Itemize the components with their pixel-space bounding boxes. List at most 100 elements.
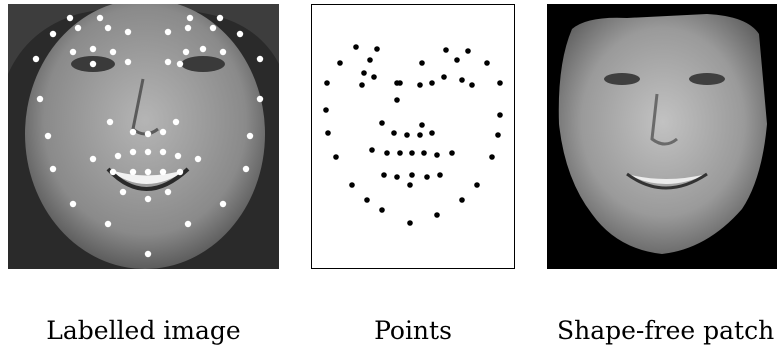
landmark-point (89, 155, 97, 163)
landmark-point (129, 128, 137, 136)
landmark-point (417, 82, 423, 88)
landmark-point (144, 168, 152, 176)
landmark-point (89, 45, 97, 53)
landmark-point (159, 148, 167, 156)
landmark-point (367, 57, 373, 63)
face-shape (25, 4, 265, 269)
landmark-point (407, 220, 413, 226)
landmark-points (323, 44, 503, 226)
points-panel (311, 4, 515, 269)
mouth (626, 172, 708, 190)
landmark-point (469, 82, 475, 88)
landmark-point (364, 197, 370, 203)
landmark-point (104, 220, 112, 228)
landmark-point (236, 30, 244, 38)
landmark-point (66, 14, 74, 22)
landmark-point (459, 77, 465, 83)
landmark-point (164, 188, 172, 196)
landmark-point (184, 220, 192, 228)
landmark-point (489, 154, 495, 160)
caption-labelled-image: Labelled image (46, 316, 241, 345)
landmark-point (256, 95, 264, 103)
left-eye (604, 73, 640, 85)
landmark-point (144, 130, 152, 138)
landmark-point (394, 97, 400, 103)
landmark-point (417, 132, 423, 138)
landmark-point (407, 182, 413, 188)
shape-free-face (547, 4, 777, 269)
landmark-point (497, 112, 503, 118)
landmark-point (394, 80, 400, 86)
landmark-point (32, 55, 40, 63)
landmark-point (349, 182, 355, 188)
landmark-points (32, 14, 264, 258)
landmark-point (104, 24, 112, 32)
landmark-point (44, 132, 52, 140)
shape-free-panel (547, 4, 777, 269)
landmark-point (242, 165, 250, 173)
landmark-point (419, 60, 425, 66)
landmark-point (164, 28, 172, 36)
landmark-point (186, 14, 194, 22)
landmark-point (144, 195, 152, 203)
landmark-point (434, 212, 440, 218)
landmark-point (109, 168, 117, 176)
landmark-point (443, 47, 449, 53)
labelled-image-panel (8, 4, 279, 269)
landmark-point (374, 46, 380, 52)
landmark-point (219, 200, 227, 208)
landmark-point (497, 80, 503, 86)
landmark-point (124, 28, 132, 36)
landmark-point (495, 132, 501, 138)
landmark-point (424, 174, 430, 180)
landmark-point (256, 55, 264, 63)
landmark-point (449, 150, 455, 156)
landmark-point (437, 172, 443, 178)
landmark-point (144, 148, 152, 156)
landmark-point (391, 130, 397, 136)
landmark-point (159, 168, 167, 176)
landmark-point (465, 48, 471, 54)
landmark-point (441, 74, 447, 80)
landmark-point (74, 24, 82, 32)
landmark-point (361, 70, 367, 76)
points-plot (323, 44, 503, 226)
landmark-point (379, 120, 385, 126)
landmark-point (69, 200, 77, 208)
landmark-point (164, 58, 172, 66)
landmark-point (246, 132, 254, 140)
landmark-point (384, 150, 390, 156)
landmark-point (325, 130, 331, 136)
landmark-point (459, 197, 465, 203)
right-eye (689, 73, 725, 85)
teeth (627, 174, 707, 184)
landmark-point (49, 30, 57, 38)
teeth (108, 169, 188, 184)
caption-points: Points (374, 316, 452, 345)
landmark-point (454, 57, 460, 63)
landmark-point (371, 74, 377, 80)
landmark-point (109, 48, 117, 56)
right-eye (181, 56, 225, 72)
landmark-point (184, 24, 192, 32)
landmark-point (119, 188, 127, 196)
landmark-point (89, 60, 97, 68)
landmark-point (379, 207, 385, 213)
landmark-point (174, 152, 182, 160)
nose (650, 93, 678, 146)
landmark-point (484, 60, 490, 66)
landmark-point (369, 147, 375, 153)
landmark-point (409, 150, 415, 156)
landmark-point (397, 150, 403, 156)
landmark-point (49, 165, 57, 173)
landmark-point (353, 44, 359, 50)
landmark-point (199, 45, 207, 53)
landmark-point (114, 152, 122, 160)
landmark-point (474, 182, 480, 188)
landmark-point (409, 172, 415, 178)
landmark-point (159, 128, 167, 136)
landmark-point (429, 130, 435, 136)
landmark-point (129, 168, 137, 176)
landmark-point (129, 148, 137, 156)
landmark-point (324, 80, 330, 86)
